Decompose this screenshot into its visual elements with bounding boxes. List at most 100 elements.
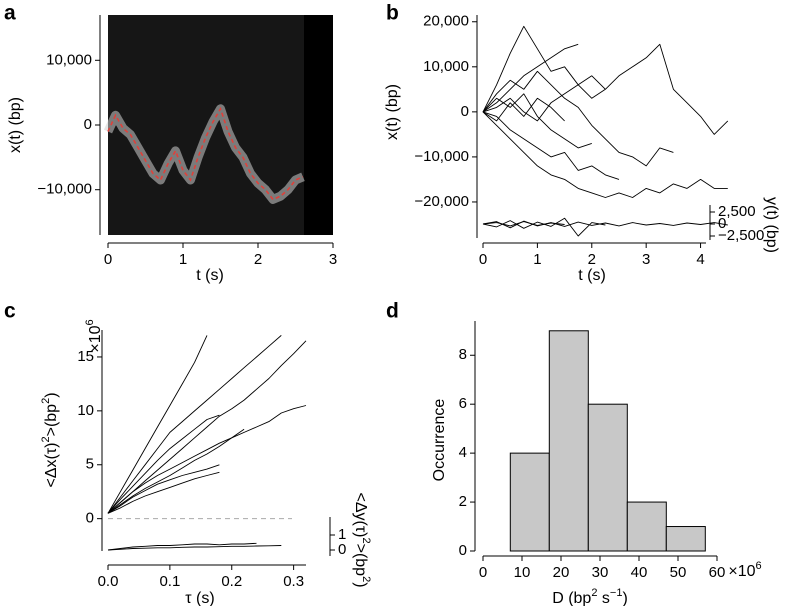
x-axis-label-part: 2 bbox=[591, 587, 597, 599]
trace bbox=[107, 405, 307, 514]
trace bbox=[482, 93, 592, 149]
y-tick-label: 15 bbox=[77, 348, 94, 365]
x-tick-label: 0.2 bbox=[221, 573, 242, 590]
panel-letter: c bbox=[4, 300, 16, 323]
y-tick-label: 0 bbox=[84, 116, 92, 133]
x-multiplier-part: ×10 bbox=[728, 563, 755, 580]
y-tick-label: 0 bbox=[461, 103, 469, 120]
y-axis-label: x(t) (bp) bbox=[384, 84, 401, 140]
kymograph-blank bbox=[304, 15, 333, 235]
trace bbox=[482, 111, 620, 180]
y-tick-label: 10,000 bbox=[423, 58, 469, 75]
kymograph-image bbox=[108, 15, 333, 235]
y-tick-label: 0 bbox=[86, 510, 94, 527]
x-tick-label: 60 bbox=[709, 564, 726, 581]
y-axis-label-part: >(bp bbox=[43, 404, 60, 437]
x-tick-label: 0.0 bbox=[98, 573, 119, 590]
y-tick-label: 10,000 bbox=[46, 51, 92, 68]
trace bbox=[107, 464, 220, 514]
y-tick-label: 2 bbox=[459, 493, 467, 510]
y-tick-label: 20,000 bbox=[423, 13, 469, 30]
trace bbox=[107, 545, 282, 551]
y2-axis-label-part: >(bp bbox=[352, 544, 369, 577]
x-tick-label: 30 bbox=[592, 564, 609, 581]
x-axis-label-part: s bbox=[597, 590, 609, 606]
y-tick-label: 6 bbox=[459, 395, 467, 412]
x-tick-label: 4 bbox=[696, 251, 704, 268]
y2-tick-label: 0 bbox=[338, 541, 346, 558]
y2-tick-label: 2,500 bbox=[718, 203, 756, 220]
x-axis-label-part: ) bbox=[622, 590, 627, 606]
x-tick-label: 0 bbox=[479, 564, 487, 581]
y-multiplier-part: ×10 bbox=[87, 325, 104, 352]
y-tick-label: −10,000 bbox=[37, 181, 92, 198]
panel-letter: b bbox=[386, 2, 399, 25]
x-tick-label: 40 bbox=[631, 564, 648, 581]
y-axis-label-part: <Δx(τ) bbox=[43, 443, 60, 488]
x-tick-label: 0.1 bbox=[159, 573, 180, 590]
x-axis-label: D (bp2 s−1) bbox=[552, 587, 628, 606]
bar bbox=[665, 526, 706, 552]
trace bbox=[107, 340, 307, 514]
x-tick-label: 3 bbox=[642, 251, 650, 268]
x-tick-label: 0 bbox=[104, 251, 112, 268]
trace bbox=[107, 542, 257, 551]
x-multiplier: ×106 bbox=[728, 560, 761, 580]
y-axis-label-part: ) bbox=[43, 392, 60, 397]
trace-glow bbox=[103, 104, 305, 204]
x-axis-label: t (s) bbox=[578, 267, 606, 284]
trace bbox=[107, 428, 245, 514]
trace bbox=[482, 111, 728, 198]
y-tick-label: 0 bbox=[459, 542, 467, 559]
y2-tick-label: −2,500 bbox=[718, 227, 764, 244]
x-tick-label: 0.3 bbox=[283, 573, 304, 590]
trace bbox=[482, 25, 606, 113]
y2-tick-label: 0 bbox=[718, 215, 726, 232]
y2-axis-label-part: <Δy(τ) bbox=[352, 492, 369, 537]
x-multiplier-part: 6 bbox=[756, 560, 762, 572]
panel-letter: d bbox=[386, 300, 399, 323]
x-tick-label: 1 bbox=[179, 251, 187, 268]
x-axis-label-part: −1 bbox=[610, 587, 623, 599]
x-tick-label: 2 bbox=[254, 251, 262, 268]
trace bbox=[107, 335, 282, 514]
bar bbox=[548, 330, 589, 552]
x-axis-label: τ (s) bbox=[185, 590, 214, 606]
y-axis-label-part: 2 bbox=[40, 398, 52, 404]
y2-axis-label-part: 2 bbox=[360, 537, 372, 543]
y-tick-label: −10,000 bbox=[414, 148, 469, 165]
x-tick-label: 0 bbox=[479, 251, 487, 268]
bar bbox=[626, 501, 667, 552]
x-tick-label: 2 bbox=[588, 251, 596, 268]
x-tick-label: 50 bbox=[670, 564, 687, 581]
y-tick-label: 4 bbox=[459, 444, 467, 461]
x-axis-label: t (s) bbox=[196, 267, 224, 284]
bar bbox=[509, 452, 550, 552]
panel-letter: a bbox=[4, 2, 16, 25]
y-axis-label: <Δx(τ)2>(bp2) bbox=[40, 392, 60, 487]
y-tick-label: 8 bbox=[459, 346, 467, 363]
trace bbox=[482, 220, 728, 229]
trace bbox=[482, 43, 579, 113]
trace bbox=[107, 335, 208, 514]
trace bbox=[107, 471, 220, 514]
y2-tick-label: 1 bbox=[338, 526, 346, 543]
y-multiplier: ×106 bbox=[84, 319, 104, 352]
bar bbox=[587, 403, 628, 552]
x-tick-label: 20 bbox=[553, 564, 570, 581]
y2-axis-label: <Δy(τ)2>(bp2) bbox=[352, 492, 372, 587]
x-axis-label-part: D (bp bbox=[552, 590, 591, 606]
trace bbox=[482, 97, 565, 122]
y-tick-label: −20,000 bbox=[414, 193, 469, 210]
x-tick-label: 10 bbox=[514, 564, 531, 581]
y-axis-label-part: 2 bbox=[40, 436, 52, 442]
trace bbox=[482, 217, 606, 237]
x-tick-label: 3 bbox=[329, 251, 337, 268]
trace bbox=[482, 43, 729, 135]
y-tick-label: 10 bbox=[77, 402, 94, 419]
trace bbox=[482, 70, 674, 167]
y-multiplier-part: 6 bbox=[84, 319, 96, 325]
y-axis-label: Occurrence bbox=[431, 399, 448, 482]
y-tick-label: 5 bbox=[86, 456, 94, 473]
